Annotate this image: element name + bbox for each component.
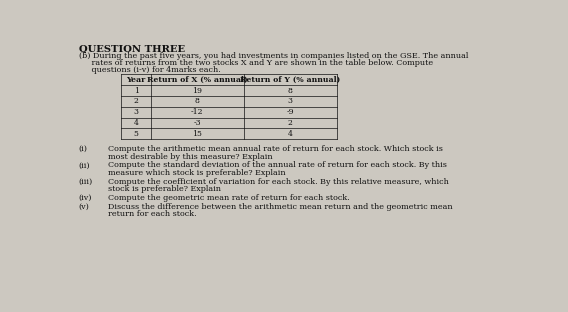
Text: 1: 1 — [133, 86, 139, 95]
Text: return for each stock.: return for each stock. — [108, 210, 197, 218]
Text: 3: 3 — [288, 97, 293, 105]
Text: Compute the arithmetic mean annual rate of return for each stock. Which stock is: Compute the arithmetic mean annual rate … — [108, 145, 443, 153]
Text: 2: 2 — [288, 119, 293, 127]
Text: measure which stock is preferable? Explain: measure which stock is preferable? Expla… — [108, 169, 286, 177]
Text: questions (i-v) for 4marks each.: questions (i-v) for 4marks each. — [79, 66, 220, 74]
Text: Return of Y (% annual): Return of Y (% annual) — [240, 76, 340, 84]
Text: QUESTION THREE: QUESTION THREE — [79, 44, 185, 53]
Text: most desirable by this measure? Explain: most desirable by this measure? Explain — [108, 153, 273, 161]
Text: Compute the geometric mean rate of return for each stock.: Compute the geometric mean rate of retur… — [108, 194, 350, 202]
Text: 19: 19 — [193, 86, 202, 95]
Text: Discuss the difference between the arithmetic mean return and the geometric mean: Discuss the difference between the arith… — [108, 202, 453, 211]
Text: (iii): (iii) — [79, 178, 93, 186]
Text: 3: 3 — [133, 108, 139, 116]
Text: 2: 2 — [133, 97, 139, 105]
Text: rates of returns from the two stocks X and Y are shown in the table below. Compu: rates of returns from the two stocks X a… — [79, 59, 433, 67]
Text: -9: -9 — [286, 108, 294, 116]
Text: (i): (i) — [79, 145, 87, 153]
Text: 8: 8 — [195, 97, 200, 105]
Text: Return of X (% annual): Return of X (% annual) — [147, 76, 248, 84]
Text: 15: 15 — [193, 130, 202, 138]
Text: 4: 4 — [133, 119, 139, 127]
Text: (ii): (ii) — [79, 161, 90, 169]
Text: -3: -3 — [194, 119, 201, 127]
Text: -12: -12 — [191, 108, 203, 116]
Text: 4: 4 — [288, 130, 293, 138]
Text: stock is preferable? Explain: stock is preferable? Explain — [108, 185, 221, 193]
Text: Compute the coefficient of variation for each stock. By this relative measure, w: Compute the coefficient of variation for… — [108, 178, 449, 186]
Text: (iv): (iv) — [79, 194, 92, 202]
Text: (v): (v) — [79, 202, 90, 211]
Text: 5: 5 — [133, 130, 139, 138]
Text: Compute the standard deviation of the annual rate of return for each stock. By t: Compute the standard deviation of the an… — [108, 161, 447, 169]
Text: (b) During the past five years, you had investments in companies listed on the G: (b) During the past five years, you had … — [79, 52, 468, 60]
Text: Year: Year — [127, 76, 146, 84]
Text: 8: 8 — [288, 86, 293, 95]
